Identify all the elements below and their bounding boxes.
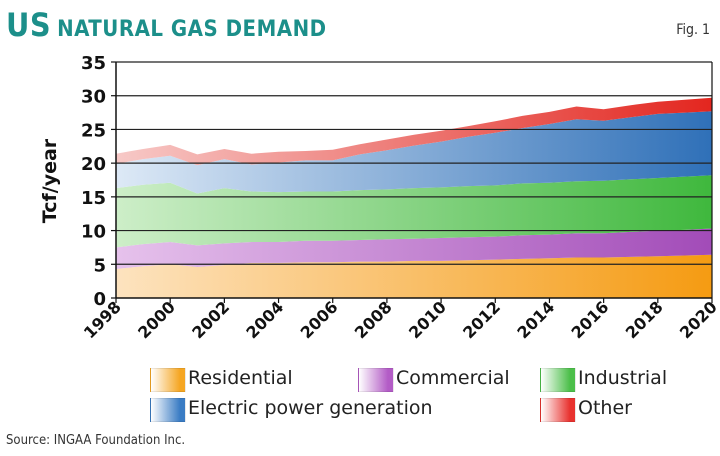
legend-label-industrial: Industrial — [578, 367, 668, 389]
x-tick-label: 2008 — [351, 297, 396, 342]
y-tick-label: 0 — [93, 289, 106, 310]
legend-label-residential: Residential — [188, 367, 293, 389]
chart-title: US NATURAL GAS DEMAND — [6, 6, 327, 44]
figure-label: Fig. 1 — [676, 22, 710, 38]
legend-label-electric: Electric power generation — [188, 397, 433, 419]
x-tick-label: 2010 — [405, 297, 450, 342]
y-tick-label: 5 — [93, 255, 106, 276]
legend-label-commercial: Commercial — [396, 367, 510, 389]
area-industrial — [116, 175, 712, 248]
source-note: Source: INGAA Foundation Inc. — [6, 433, 186, 448]
chart-title-rest: NATURAL GAS DEMAND — [57, 17, 327, 42]
area-other — [116, 97, 712, 166]
x-tick-label: 2016 — [568, 297, 613, 342]
y-tick-label: 35 — [81, 53, 106, 74]
y-tick-label: 30 — [81, 87, 106, 108]
x-tick-label: 2002 — [188, 297, 233, 342]
legend-swatch-other — [540, 398, 576, 422]
x-tick-label: 2018 — [622, 297, 667, 342]
y-axis-label: Tcf/year — [39, 138, 61, 223]
legend-swatch-commercial — [358, 368, 394, 392]
legend-swatch-residential — [150, 368, 186, 392]
legend-swatch-electric — [150, 398, 186, 422]
y-tick-label: 10 — [81, 222, 106, 243]
x-tick-label: 2000 — [134, 297, 179, 342]
x-tick-label: 2012 — [459, 297, 504, 342]
x-tick-label: 2004 — [242, 297, 287, 342]
area-commercial — [116, 228, 712, 269]
y-tick-label: 15 — [81, 188, 106, 209]
y-tick-label: 25 — [81, 120, 106, 141]
area-electric — [116, 111, 712, 194]
x-tick-label: 2014 — [513, 297, 558, 342]
axes — [115, 62, 713, 299]
legend-label-other: Other — [578, 397, 632, 419]
x-tick-label: 2020 — [676, 297, 720, 342]
legend-swatch-industrial — [540, 368, 576, 392]
chart-title-us: US — [6, 6, 52, 44]
x-tick-label: 2006 — [297, 297, 342, 342]
area-series — [116, 61, 712, 298]
area-residential — [116, 254, 712, 298]
y-tick-label: 20 — [81, 154, 106, 175]
